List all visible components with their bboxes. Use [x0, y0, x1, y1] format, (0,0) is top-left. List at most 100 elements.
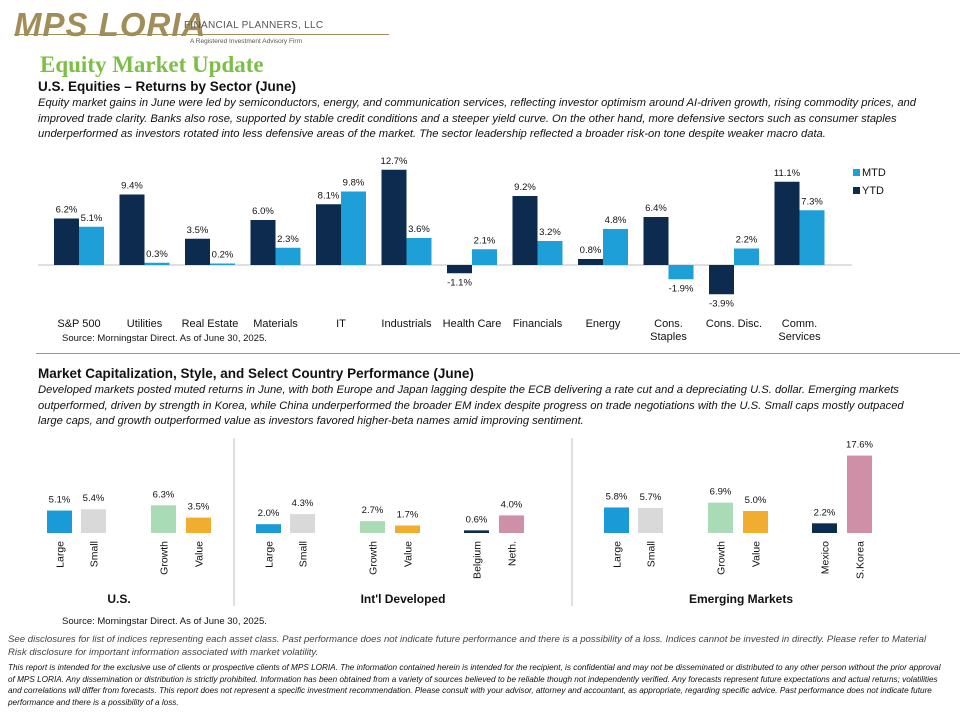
- data-label-mtd-1: 0.3%: [146, 249, 168, 260]
- bar-ytd-2: [185, 238, 210, 265]
- category-label-3: Materials: [253, 318, 298, 330]
- logo-subtitle: FINANCIAL PLANNERS, LLC: [184, 20, 324, 31]
- bar-1-5: [499, 515, 524, 533]
- data-label-ytd-1: 9.4%: [121, 181, 143, 192]
- data-label-1-3: 1.7%: [397, 510, 419, 521]
- data-label-ytd-4: 8.1%: [318, 190, 340, 201]
- data-label-2-5: 17.6%: [846, 440, 873, 451]
- data-label-mtd-5: 3.6%: [408, 224, 430, 235]
- data-label-ytd-10: -3.9%: [709, 298, 734, 309]
- bar-ytd-1: [119, 194, 145, 265]
- category-label-2-0: Large: [612, 541, 624, 568]
- category-label-5: Industrials: [381, 318, 432, 330]
- legend-label-ytd: YTD: [862, 185, 884, 197]
- legend-label-mtd: MTD: [862, 167, 886, 179]
- category-label-7: Financials: [513, 318, 563, 330]
- bar-2-4: [812, 523, 837, 533]
- bar-2-5: [847, 455, 872, 533]
- category-label-1-4: Belgium: [472, 541, 484, 579]
- bar-1-0: [256, 524, 281, 533]
- data-label-ytd-6: -1.1%: [447, 277, 472, 288]
- bar-mtd-1: [144, 262, 170, 265]
- logo-underline: [14, 34, 389, 35]
- bar-2-2: [708, 502, 733, 533]
- data-label-1-2: 2.7%: [362, 505, 384, 516]
- long-disclosure: This report is intended for the exclusiv…: [8, 663, 941, 707]
- section-divider: [36, 353, 960, 354]
- data-label-ytd-3: 6.0%: [252, 206, 274, 217]
- category-label-2-5: S.Korea: [855, 541, 867, 579]
- data-label-mtd-9: -1.9%: [669, 283, 694, 294]
- bar-mtd-8: [603, 229, 628, 265]
- data-label-mtd-6: 2.1%: [474, 235, 496, 246]
- category-label-0-2: Growth: [159, 541, 171, 575]
- category-label-1-0: Large: [264, 541, 276, 568]
- category-label-9: Staples: [650, 331, 687, 343]
- data-label-2-0: 5.8%: [606, 491, 628, 502]
- bar-ytd-6: [447, 265, 472, 274]
- data-label-mtd-4: 9.8%: [343, 178, 365, 189]
- category-label-0-0: Large: [55, 541, 67, 568]
- marketcap-source: Source: Morningstar Direct. As of June 3…: [62, 616, 267, 627]
- category-label-2-4: Mexico: [820, 541, 832, 574]
- data-label-2-3: 5.0%: [745, 495, 767, 506]
- logo-tagline: A Registered Investment Advisory Firm: [190, 38, 302, 45]
- data-label-1-1: 4.3%: [292, 498, 314, 509]
- category-label-1: Utilities: [127, 318, 163, 330]
- category-label-2-3: Value: [751, 541, 763, 567]
- bar-ytd-10: [709, 265, 734, 295]
- category-label-10: Cons. Disc.: [706, 318, 762, 330]
- category-label-1-1: Small: [298, 541, 310, 567]
- data-label-ytd-8: 0.8%: [580, 245, 602, 256]
- bar-mtd-9: [668, 265, 694, 280]
- marketcap-section-title: Market Capitalization, Style, and Select…: [38, 366, 474, 381]
- bar-0-1: [81, 509, 106, 533]
- data-label-0-3: 3.5%: [188, 502, 210, 513]
- bar-2-3: [743, 511, 768, 533]
- marketcap-section-text: Developed markets posted muted returns i…: [38, 384, 904, 427]
- bar-ytd-8: [578, 259, 603, 265]
- bar-mtd-4: [341, 191, 366, 265]
- group-label-2: Emerging Markets: [689, 592, 793, 606]
- page-title: Equity Market Update: [40, 52, 264, 77]
- bar-2-1: [638, 507, 663, 533]
- bar-1-4: [464, 530, 489, 533]
- bar-mtd-2: [210, 263, 235, 265]
- bar-mtd-3: [275, 247, 301, 265]
- category-label-1-2: Growth: [368, 541, 380, 575]
- bar-0-2: [151, 505, 176, 533]
- data-label-mtd-0: 5.1%: [81, 213, 103, 224]
- category-label-6: Health Care: [443, 318, 502, 330]
- bar-0-0: [47, 510, 72, 533]
- category-label-11: Comm.: [782, 318, 817, 330]
- data-label-mtd-7: 3.2%: [539, 227, 561, 238]
- category-label-2-2: Growth: [716, 541, 728, 575]
- bar-mtd-0: [79, 226, 104, 265]
- bar-0-3: [186, 517, 211, 533]
- group-label-0: U.S.: [107, 592, 130, 606]
- data-label-ytd-11: 11.1%: [774, 168, 801, 179]
- sector-section-title: U.S. Equities – Returns by Sector (June): [38, 79, 297, 94]
- bar-ytd-0: [54, 218, 79, 265]
- category-label-0-1: Small: [89, 541, 101, 567]
- category-label-2: Real Estate: [182, 318, 239, 330]
- group-label-1: Int'l Developed: [361, 592, 446, 606]
- legend-swatch-mtd: [853, 169, 860, 176]
- data-label-2-4: 2.2%: [814, 507, 836, 518]
- bar-ytd-9: [643, 217, 669, 265]
- data-label-mtd-8: 4.8%: [605, 215, 627, 226]
- category-label-1-5: Neth.: [507, 541, 519, 566]
- bar-mtd-11: [799, 210, 825, 265]
- data-label-ytd-2: 3.5%: [187, 225, 209, 236]
- data-label-2-2: 6.9%: [710, 487, 732, 498]
- data-label-2-1: 5.7%: [640, 492, 662, 503]
- sector-source: Source: Morningstar Direct. As of June 3…: [62, 333, 267, 344]
- bar-mtd-5: [406, 238, 432, 265]
- bar-ytd-4: [316, 204, 341, 265]
- bar-ytd-3: [250, 220, 276, 265]
- bar-mtd-7: [537, 241, 563, 265]
- logo-wordmark: MPS LORIA: [14, 6, 207, 43]
- category-label-0-3: Value: [194, 541, 206, 567]
- bar-mtd-6: [472, 249, 497, 265]
- category-label-11: Services: [778, 331, 821, 343]
